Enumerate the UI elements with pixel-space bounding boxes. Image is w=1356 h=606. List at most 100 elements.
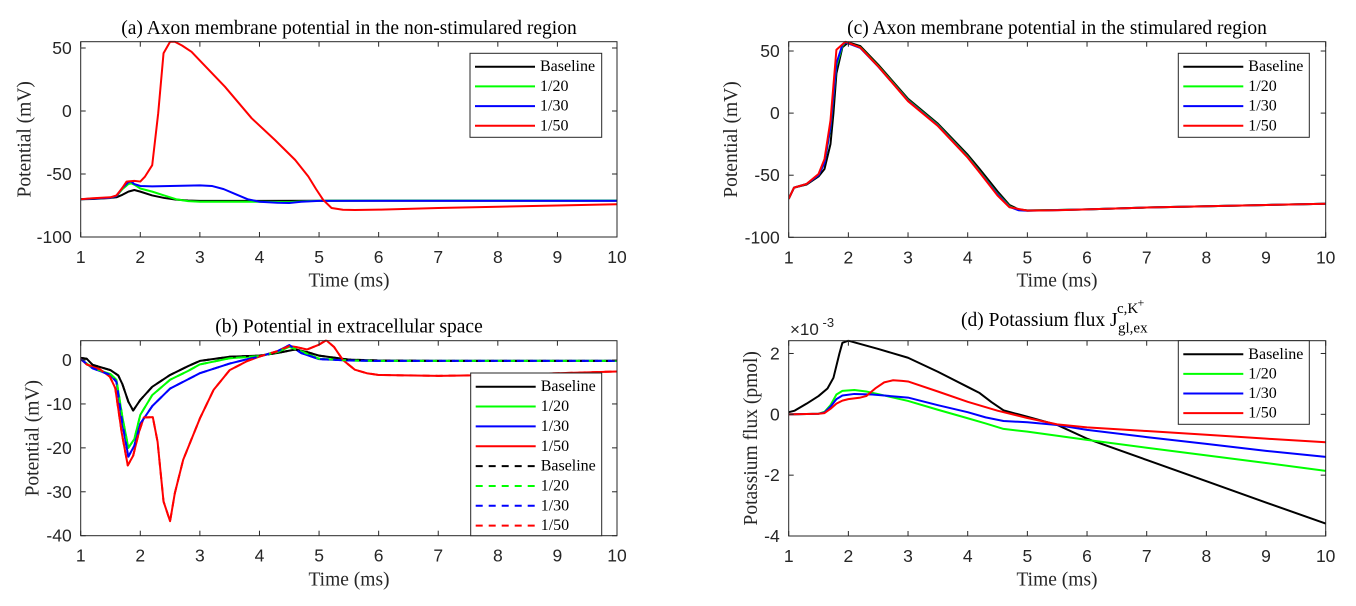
panel-d-title-superscript-plus: + <box>1138 296 1145 310</box>
x-tick-label: 4 <box>255 247 265 267</box>
plot-area <box>788 40 1326 212</box>
series-line-1-50 <box>80 40 617 212</box>
panel-d-x-axis-label: Time (ms) <box>1016 570 1097 591</box>
series-line-1-50 <box>80 339 617 523</box>
panel-d-title-subscript: gl,ex <box>1118 321 1148 337</box>
x-tick-label: 8 <box>1201 247 1211 267</box>
plot-area <box>788 339 1326 525</box>
x-tick-label: 7 <box>433 247 443 267</box>
panel-d: 1 2 3 4 5 6 7 8 9 10 -4 -2 0 2 Baseline 1/20 1/30 1/50 <box>764 339 1336 566</box>
y-tick-label: -50 <box>754 165 780 185</box>
series-line-1-20 <box>788 388 1326 472</box>
legend: Baseline 1/20 1/30 1/50 <box>1177 340 1310 425</box>
legend-label: 1/30 <box>540 98 568 115</box>
x-tick-label: 1 <box>784 247 794 267</box>
x-tick-label: 4 <box>255 546 265 566</box>
x-tick-label: 5 <box>314 546 324 566</box>
x-tick-label: 7 <box>433 546 443 566</box>
panel-d-title-superscript: c,K <box>1117 301 1138 317</box>
x-tick-label: 6 <box>1082 546 1092 566</box>
plot-area <box>80 339 617 523</box>
panel-c: 1 2 3 4 5 6 7 8 9 10 -100 -50 0 50 Baseline 1/20 1/30 1/5… <box>745 40 1336 267</box>
x-tick-label: 1 <box>784 546 794 566</box>
axes-box <box>788 41 1327 238</box>
panel-a-title: (a) Axon membrane potential in the non-s… <box>121 18 577 39</box>
x-tick-label: 3 <box>195 546 205 566</box>
x-tick-label: 1 <box>76 546 86 566</box>
legend-label: 1/20 <box>540 78 568 95</box>
panel-a-x-axis-label: Time (ms) <box>308 271 389 292</box>
series-line-baseline <box>788 339 1326 525</box>
x-tick-label: 5 <box>1022 546 1032 566</box>
legend: Baseline 1/20 1/30 1/50 <box>1177 52 1310 138</box>
x-tick-label: 9 <box>553 546 563 566</box>
legend-label: 1/50 <box>1248 117 1276 134</box>
x-tick-label: 10 <box>607 247 627 267</box>
y-tick-label: 50 <box>760 41 780 61</box>
x-tick-label: 4 <box>963 546 973 566</box>
x-tick-label: 8 <box>493 247 503 267</box>
x-tick-label: 2 <box>135 247 145 267</box>
series-line-1-30-dashed <box>80 344 617 458</box>
legend-label: 1/30 <box>541 418 569 435</box>
panel-b-title: (b) Potential in extracellular space <box>215 317 482 338</box>
y-tick-label: 0 <box>62 101 72 121</box>
y-tick-label: 0 <box>770 404 780 424</box>
series-line-baseline-dashed <box>80 348 617 412</box>
plot-area <box>80 40 617 212</box>
y-tick-label: -50 <box>46 164 72 184</box>
x-tick-label: 9 <box>1261 247 1271 267</box>
legend-label: 1/20 <box>1248 365 1276 382</box>
y-tick-label: 2 <box>770 343 780 363</box>
legend-label: 1/20 <box>541 477 569 494</box>
y-tick-label: -20 <box>46 438 72 458</box>
y-tick-label: -4 <box>764 526 780 546</box>
series-line-1-50 <box>788 40 1326 212</box>
panel-a-y-axis-label: Potential (mV) <box>15 81 36 197</box>
axes-box <box>80 340 618 537</box>
panel-b-y-axis-label: Potential (mV) <box>23 380 44 496</box>
legend-label: 1/30 <box>1248 385 1276 402</box>
x-tick-label: 10 <box>1316 546 1336 566</box>
x-tick-label: 3 <box>903 546 913 566</box>
legend-label: Baseline <box>541 458 596 475</box>
panel-d-title: (d) Potassium flux J <box>961 310 1118 331</box>
panel-a: 1 2 3 4 5 6 7 8 9 10 -100 -50 0 50 Baseline 1/20 1/30 1/5… <box>37 38 627 267</box>
legend: Baseline 1/20 1/30 1/50 <box>469 52 603 138</box>
panel-d-y-axis-label: Potassium flux (pmol) <box>741 351 762 525</box>
x-tick-label: 2 <box>135 546 145 566</box>
y-tick-label: -40 <box>46 526 72 546</box>
legend: Baseline 1/20 1/30 1/50 Baseline 1/20 1/30 1/50 <box>470 372 603 537</box>
y-tick-label: -100 <box>745 227 780 247</box>
panel-c-x-axis-label: Time (ms) <box>1016 271 1097 292</box>
x-tick-label: 5 <box>314 247 324 267</box>
y-tick-label: -2 <box>764 465 780 485</box>
x-tick-label: 4 <box>963 247 973 267</box>
x-tick-label: 10 <box>607 546 627 566</box>
x-tick-label: 6 <box>374 546 384 566</box>
y-tick-label: -30 <box>46 482 72 502</box>
y-tick-label: 0 <box>770 103 780 123</box>
x-tick-label: 1 <box>76 247 86 267</box>
legend-label: 1/20 <box>541 398 569 415</box>
legend-label: 1/50 <box>540 117 568 134</box>
legend-label: Baseline <box>1248 346 1303 363</box>
x-tick-label: 8 <box>493 546 503 566</box>
x-tick-label: 6 <box>374 247 384 267</box>
x-tick-label: 5 <box>1022 247 1032 267</box>
panel-d-y-exponent-base: ×10 <box>790 320 819 339</box>
x-tick-label: 10 <box>1316 247 1336 267</box>
y-tick-label: -10 <box>46 394 72 414</box>
legend-label: 1/50 <box>541 517 569 534</box>
legend-box <box>470 372 603 537</box>
panel-c-title: (c) Axon membrane potential in the stimu… <box>847 18 1267 39</box>
legend-label: Baseline <box>541 378 596 395</box>
panel-b: 1 2 3 4 5 6 7 8 9 10 -40 -30 -20 -10 0 Baseline 1/20 1/30… <box>46 339 627 566</box>
x-tick-label: 2 <box>843 546 853 566</box>
axes-box <box>80 41 618 238</box>
legend-label: Baseline <box>540 58 595 75</box>
y-tick-label: 50 <box>52 38 72 58</box>
x-tick-label: 9 <box>1261 546 1271 566</box>
legend-label: 1/20 <box>1248 78 1276 95</box>
